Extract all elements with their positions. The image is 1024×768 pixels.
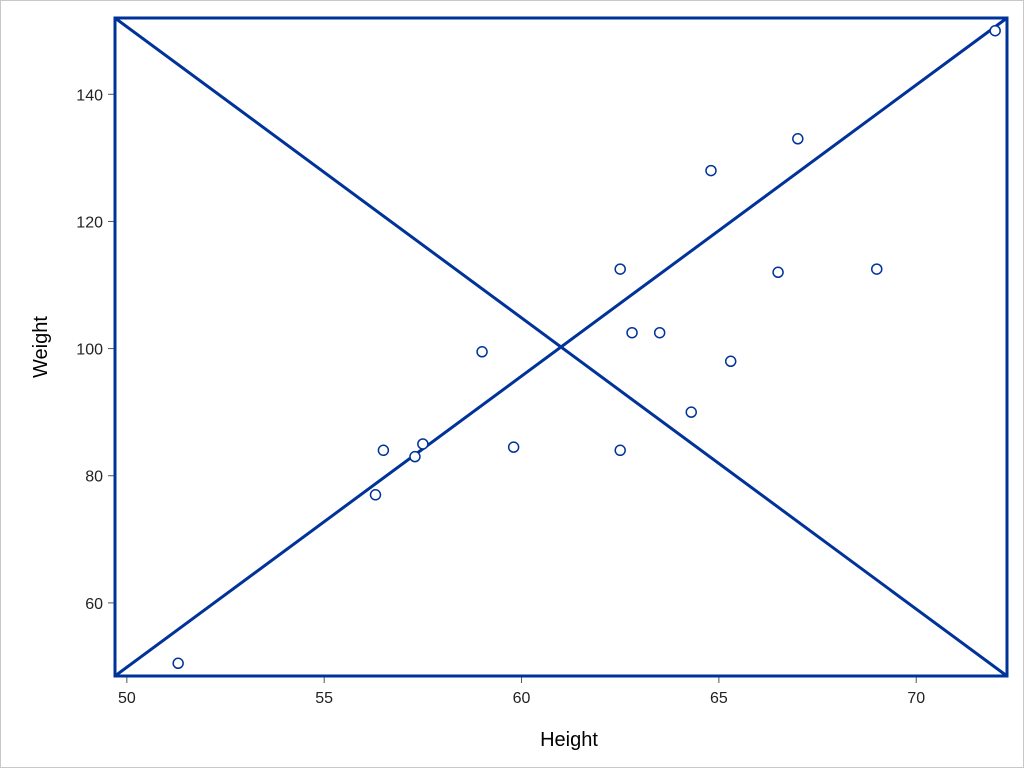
data-point [705, 164, 717, 177]
data-point [476, 346, 488, 358]
data-point [172, 657, 184, 670]
y-tick-label: 140 [76, 87, 103, 104]
x-tick-label: 70 [907, 690, 925, 707]
x-tick-label: 50 [118, 690, 136, 707]
data-point [369, 489, 382, 501]
data-point [614, 444, 626, 457]
data-point [792, 133, 804, 145]
data-point [614, 263, 626, 275]
data-points [172, 24, 1001, 670]
y-tick-label: 100 [76, 342, 103, 359]
data-point [409, 450, 421, 463]
data-point [626, 326, 638, 339]
data-point [653, 326, 666, 339]
data-point [377, 444, 390, 457]
y-tick-label: 60 [85, 596, 103, 613]
diagonal-line-ascending [114, 16, 1008, 678]
data-point [507, 441, 520, 453]
data-point [685, 406, 697, 418]
data-point [871, 263, 883, 275]
data-point [417, 438, 429, 450]
x-tick-label: 60 [513, 690, 531, 707]
x-tick-label: 55 [315, 690, 333, 707]
x-tick-label: 65 [710, 690, 728, 707]
data-point [724, 355, 737, 368]
y-tick-label: 120 [76, 214, 103, 231]
data-point [772, 266, 784, 279]
overlay-box [113, 16, 1009, 678]
x-axis-title: Height [540, 729, 598, 751]
data-point [989, 24, 1001, 37]
frame-rectangle [113, 16, 1009, 678]
y-tick-label: 80 [85, 469, 103, 486]
y-axis-title: Weight [30, 316, 52, 378]
